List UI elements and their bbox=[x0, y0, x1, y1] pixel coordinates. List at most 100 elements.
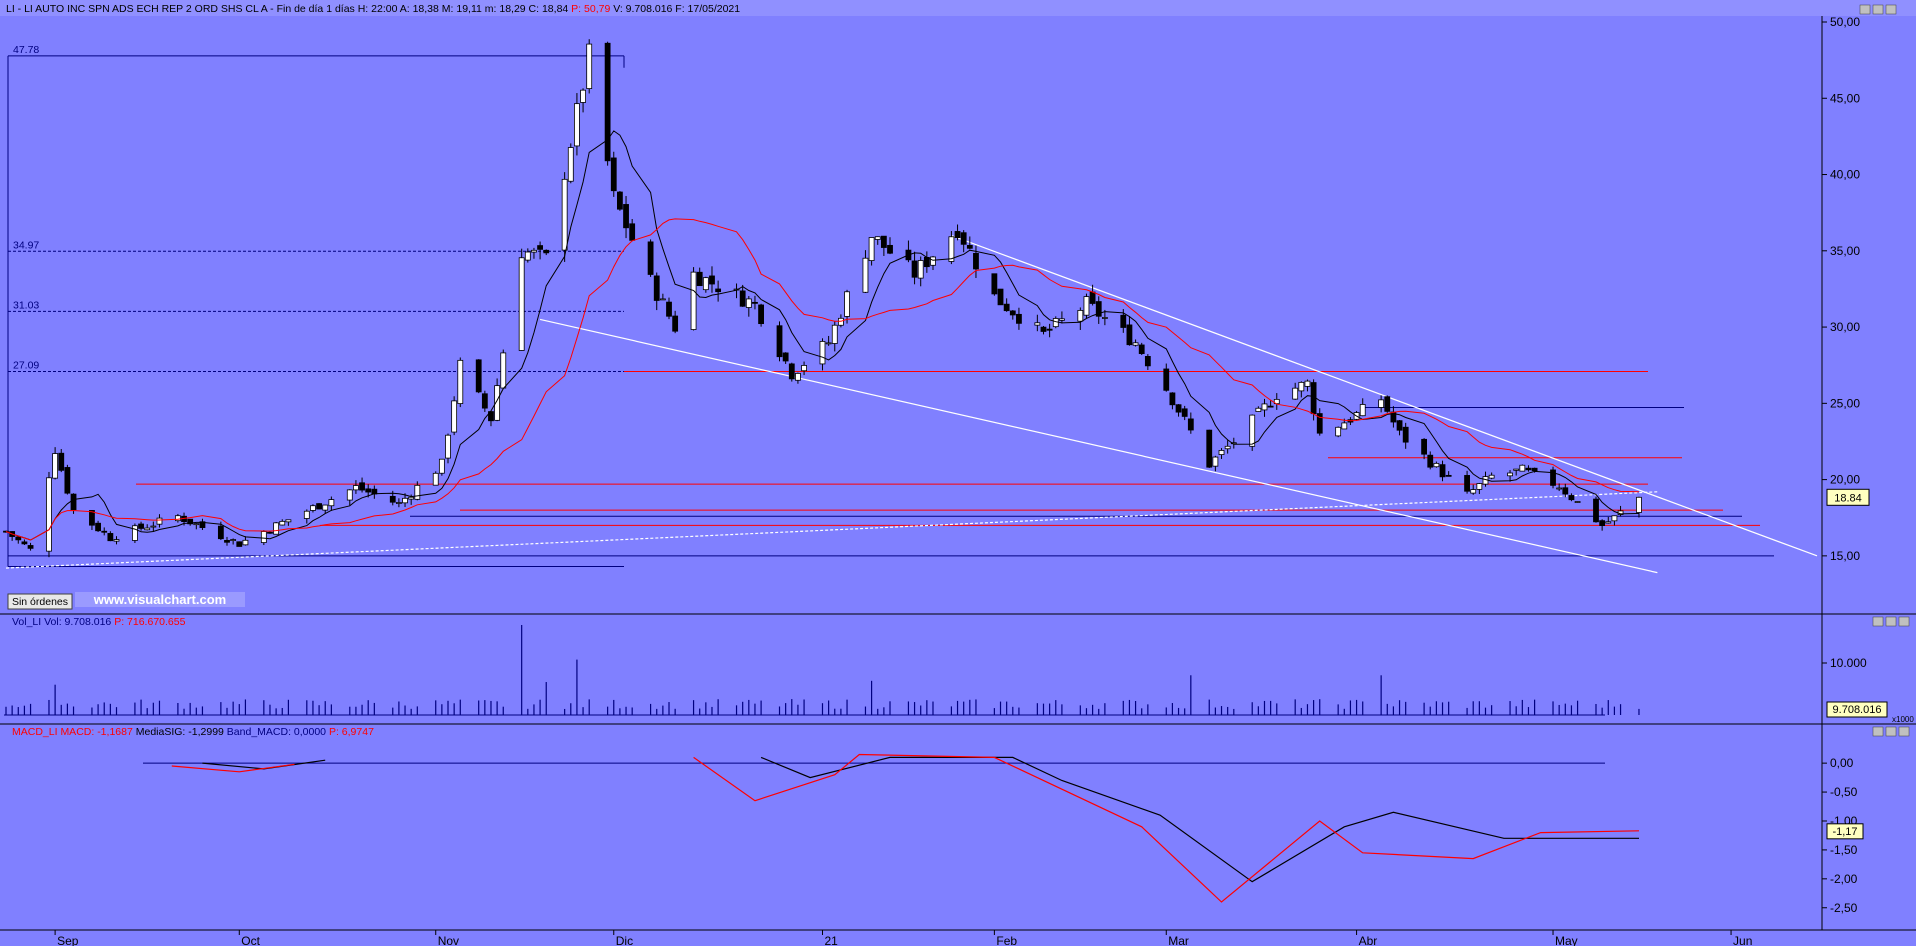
ma-slow-line bbox=[5, 218, 1640, 541]
candlestick bbox=[359, 477, 365, 493]
price-panel-window-controls[interactable] bbox=[1859, 4, 1897, 15]
watermark-text: www.visualchart.com bbox=[93, 592, 226, 607]
month-axis: Sep Oct Nov Dic 21 Feb Mar Abr May Jun bbox=[54, 930, 1752, 946]
fib-level-label: 27.09 bbox=[13, 359, 39, 371]
candlestick bbox=[260, 530, 267, 546]
candlestick bbox=[973, 245, 979, 279]
candlestick bbox=[1009, 310, 1016, 320]
candlestick bbox=[1421, 438, 1428, 460]
macd-axis-label: -2,50 bbox=[1830, 901, 1858, 915]
volume-panel-header: Vol_LI Vol: 9.708.016 P: 716.670.655 bbox=[12, 616, 186, 628]
fib-labels: 47.78 34.97 31.03 27.09 bbox=[13, 44, 39, 372]
volume-bars bbox=[4, 625, 1640, 716]
candlestick bbox=[1212, 455, 1219, 472]
price-axis-label: 25,00 bbox=[1830, 396, 1860, 410]
candlestick bbox=[285, 519, 292, 526]
candlestick bbox=[64, 464, 71, 495]
watermark: www.visualchart.com bbox=[75, 592, 245, 607]
candlestick bbox=[672, 310, 679, 334]
candlestick bbox=[1390, 406, 1397, 428]
candlestick bbox=[46, 471, 52, 558]
candlestick bbox=[1261, 398, 1268, 417]
candlestick bbox=[1003, 298, 1010, 312]
price-axis-label: 20,00 bbox=[1830, 473, 1860, 487]
price-axis-label: 15,00 bbox=[1830, 549, 1860, 563]
candlestick bbox=[623, 196, 629, 239]
candlestick bbox=[1335, 426, 1342, 438]
candlestick bbox=[610, 151, 617, 197]
month-label: Nov bbox=[438, 934, 459, 946]
orders-button[interactable]: Sin órdenes bbox=[7, 593, 73, 610]
candlestick bbox=[457, 357, 464, 408]
candlestick bbox=[1359, 398, 1366, 417]
candlestick bbox=[580, 88, 586, 113]
macd-last-value: -1,17 bbox=[1832, 826, 1857, 838]
candlestick bbox=[21, 539, 28, 545]
volume-panel-window-controls[interactable] bbox=[1872, 616, 1910, 627]
candlestick bbox=[1040, 325, 1047, 335]
candlestick bbox=[758, 303, 764, 327]
fib-level-label: 47.78 bbox=[13, 44, 39, 56]
candlestick bbox=[224, 536, 230, 546]
candlestick bbox=[1427, 451, 1434, 470]
month-label: Abr bbox=[1359, 934, 1378, 946]
candlestick bbox=[653, 272, 660, 311]
candlestick bbox=[1046, 323, 1053, 338]
candlestick bbox=[1016, 307, 1022, 330]
candlestick bbox=[880, 235, 887, 256]
macd-signal-line bbox=[202, 756, 1639, 883]
candlestick bbox=[89, 510, 95, 531]
candlestick bbox=[1402, 422, 1409, 449]
candlestick bbox=[1101, 309, 1108, 326]
candlestick bbox=[567, 143, 574, 184]
candlestick bbox=[1249, 414, 1256, 451]
candlestick bbox=[537, 241, 543, 260]
candlestick bbox=[500, 349, 507, 389]
candlestick bbox=[1298, 381, 1305, 398]
last-price-value: 18.84 bbox=[1834, 492, 1862, 504]
candlestick bbox=[371, 485, 378, 499]
month-label: Sep bbox=[57, 934, 79, 946]
candlestick bbox=[438, 458, 445, 476]
candlestick bbox=[1611, 515, 1618, 526]
candlestick bbox=[1169, 392, 1176, 410]
candlestick bbox=[1206, 429, 1213, 468]
candlestick bbox=[1599, 519, 1606, 531]
moving-averages bbox=[5, 130, 1640, 541]
candlestick bbox=[887, 237, 893, 255]
macd-lines bbox=[143, 753, 1640, 903]
macd-axis-label: -2,00 bbox=[1830, 872, 1858, 886]
candlestick bbox=[1255, 406, 1262, 412]
macd-panel-window-controls[interactable] bbox=[1872, 726, 1910, 737]
macd-axis: 0,00-0,50-1,00-1,50-2,00-2,50 bbox=[1822, 756, 1858, 915]
candlestick bbox=[1378, 395, 1385, 413]
candlestick bbox=[1439, 460, 1446, 482]
candlestick bbox=[279, 519, 286, 526]
header-title: LI - LI AUTO INC SPN ADS ECH REP 2 ORD S… bbox=[6, 3, 740, 15]
candlestick bbox=[402, 493, 408, 507]
candlestick bbox=[395, 498, 402, 508]
price-axis-label: 50,00 bbox=[1830, 15, 1860, 29]
candlestick bbox=[52, 447, 59, 480]
candlestick bbox=[150, 521, 157, 532]
candlestick bbox=[1224, 440, 1231, 454]
candlestick bbox=[782, 352, 789, 364]
candlestick bbox=[236, 541, 243, 547]
candlestick bbox=[310, 504, 316, 513]
candlestick bbox=[1316, 408, 1323, 436]
month-label: Dic bbox=[616, 934, 633, 946]
candlestick bbox=[475, 359, 482, 394]
candlestick bbox=[874, 236, 881, 245]
candlestick bbox=[586, 39, 593, 94]
candlestick bbox=[709, 266, 715, 293]
candlestick bbox=[960, 230, 967, 253]
macd-panel-header: MACD_LI MACD: -1,1687 MediaSIG: -1,2999 … bbox=[12, 726, 374, 738]
candlestick bbox=[328, 496, 335, 511]
candlestick bbox=[819, 338, 826, 371]
month-label: 21 bbox=[824, 934, 838, 946]
candlestick bbox=[659, 293, 666, 301]
candlestick bbox=[1126, 316, 1133, 346]
candlestick bbox=[1568, 493, 1575, 502]
candlestick bbox=[1488, 472, 1495, 480]
candlestick bbox=[1396, 419, 1403, 436]
